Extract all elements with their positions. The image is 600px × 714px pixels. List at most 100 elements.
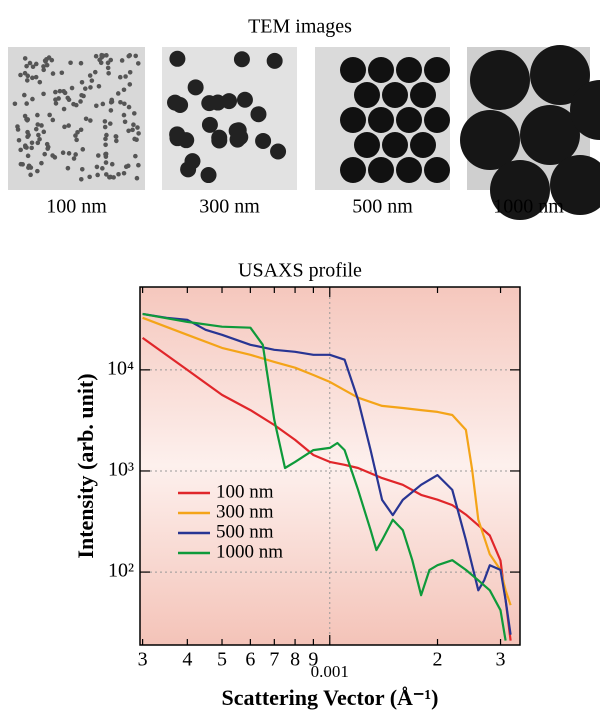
- particle: [128, 70, 133, 75]
- particle: [78, 99, 83, 104]
- particle: [122, 101, 127, 106]
- particle: [134, 137, 139, 142]
- figure: TEM images 100 nm300 nm500 nm1000 nm USA…: [0, 0, 600, 714]
- particle: [79, 93, 84, 98]
- particle: [116, 91, 121, 96]
- legend-label: 500 nm: [216, 521, 274, 542]
- particle: [126, 129, 131, 134]
- particle: [26, 117, 31, 122]
- particle: [103, 152, 108, 157]
- particle: [202, 117, 218, 133]
- particle: [127, 82, 132, 87]
- particle: [62, 125, 67, 130]
- particle: [30, 140, 35, 145]
- particle: [39, 123, 44, 128]
- particle: [61, 150, 66, 155]
- particle: [104, 53, 109, 58]
- particle: [136, 131, 141, 136]
- legend-label: 1000 nm: [216, 541, 283, 562]
- particle: [237, 92, 253, 108]
- particle: [106, 71, 111, 76]
- particle: [24, 64, 29, 69]
- particle: [368, 57, 394, 83]
- particle: [74, 138, 79, 143]
- y-tick-label: 10³: [108, 459, 134, 481]
- particle: [103, 137, 108, 142]
- particle: [127, 53, 132, 58]
- particle: [26, 165, 31, 170]
- particle: [470, 50, 530, 110]
- particle: [41, 68, 46, 73]
- particle: [25, 134, 30, 139]
- particle: [354, 132, 380, 158]
- particle: [136, 61, 141, 66]
- x-tick-label: 3: [496, 649, 506, 671]
- chart-title: USAXS profile: [238, 260, 362, 282]
- particle: [201, 95, 217, 111]
- particle: [73, 152, 78, 157]
- particle: [28, 61, 33, 66]
- particle: [114, 134, 119, 139]
- image-label: 1000 nm: [493, 196, 564, 218]
- particle: [79, 177, 84, 182]
- particle: [104, 160, 109, 165]
- particle: [120, 58, 125, 63]
- particle: [20, 162, 25, 167]
- particle: [35, 141, 40, 146]
- particle: [118, 75, 123, 80]
- particle: [47, 113, 52, 118]
- particle: [368, 157, 394, 183]
- particle: [24, 101, 29, 106]
- particle: [229, 123, 245, 139]
- y-tick-label: 10²: [108, 560, 134, 582]
- particle: [90, 78, 95, 83]
- particle: [88, 85, 93, 90]
- particle: [35, 169, 40, 174]
- particle: [22, 93, 27, 98]
- particle: [133, 54, 138, 59]
- particle: [368, 107, 394, 133]
- particle: [169, 126, 185, 142]
- particle: [80, 167, 85, 172]
- particle: [62, 107, 67, 112]
- tem-title: TEM images: [248, 16, 352, 38]
- particle: [110, 162, 115, 167]
- particle: [66, 123, 71, 128]
- x-axis-label: Scattering Vector (Å⁻¹): [222, 685, 439, 710]
- particle: [17, 138, 22, 143]
- particle: [13, 101, 18, 106]
- particle: [103, 142, 108, 147]
- particle: [29, 146, 34, 151]
- particle: [118, 100, 123, 105]
- particle: [38, 80, 43, 85]
- particle: [95, 173, 100, 178]
- particle: [180, 161, 196, 177]
- tem-image: [162, 47, 297, 190]
- particle: [267, 53, 283, 69]
- tem-image: [8, 47, 145, 190]
- particle: [133, 154, 138, 159]
- particle: [424, 157, 450, 183]
- particle: [80, 147, 85, 152]
- x-tick-label: 2: [433, 649, 443, 671]
- particle: [23, 56, 28, 61]
- particle: [18, 148, 23, 153]
- particle: [58, 89, 63, 94]
- tem-image: [460, 45, 600, 220]
- particle: [66, 166, 71, 171]
- particle: [25, 78, 30, 83]
- particle: [45, 63, 50, 68]
- particle: [41, 92, 46, 97]
- particle: [114, 139, 119, 144]
- particle: [47, 55, 52, 60]
- particle: [424, 57, 450, 83]
- image-label: 300 nm: [199, 196, 260, 218]
- particle: [100, 166, 105, 171]
- legend-label: 300 nm: [216, 501, 274, 522]
- particle: [132, 111, 137, 116]
- particle: [35, 113, 40, 118]
- x-tick-label: 4: [182, 649, 192, 671]
- particle: [84, 116, 89, 121]
- particle: [31, 64, 36, 69]
